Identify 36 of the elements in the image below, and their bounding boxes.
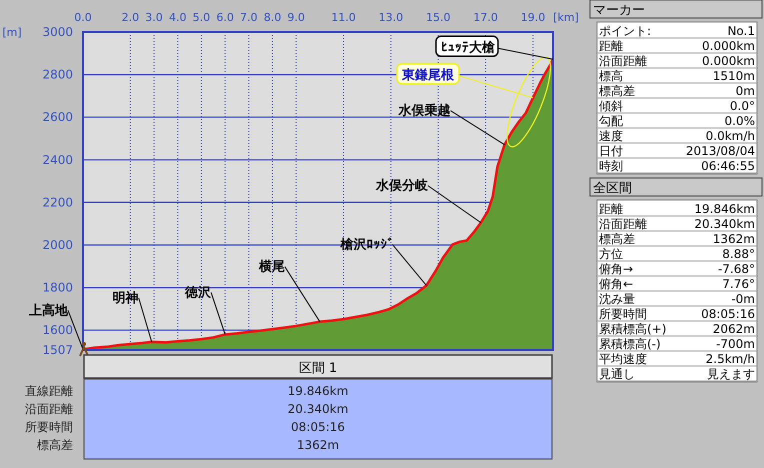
annotation: 東鎌尾根	[400, 68, 455, 83]
x-tick-label: 6.0	[216, 11, 234, 24]
x-tick-label: 8.0	[264, 11, 282, 24]
x-tick-label: 4.0	[168, 11, 186, 24]
y-tick-label: 3000	[42, 25, 73, 39]
x-tick-label: 9.0	[287, 11, 305, 24]
x-tick-label: 15.0	[426, 11, 450, 24]
y-axis-title: [m]	[2, 26, 22, 39]
x-tick-label: 17.0	[473, 11, 498, 24]
x-tick-label: 5.0	[192, 11, 210, 24]
x-axis-title: [km]	[553, 11, 579, 24]
x-tick-label: 11.0	[331, 11, 356, 24]
y-tick-label: 1507	[42, 343, 73, 357]
y-tick-label: 1800	[42, 280, 73, 295]
annotation: 上高地	[28, 302, 69, 318]
y-tick-label: 2000	[42, 238, 73, 252]
y-tick-label: 2400	[42, 152, 73, 167]
annotation: ﾋｭｯﾃ大槍	[441, 40, 496, 56]
x-tick-label: 7.0	[240, 11, 258, 24]
annotation: 水俣分岐	[374, 178, 429, 194]
annotation: 水俣乗越	[398, 102, 451, 119]
y-tick-label: 2200	[42, 195, 73, 210]
x-tick-label: 0.0	[74, 11, 92, 24]
summary-table: 全区間 距離 19.846km 沿面距離 20.340km 標高差 1362m 方位 8.88° 俯角→ -7.68° 俯角← 7.76° 沈み量 -0m 所要時間 08:05:16 累積標高(+) 2062m 累積標高(-) -700m 平均速度 2.5km/h 見通し 見えます	[590, 178, 762, 382]
x-tick-label: 3.0	[145, 11, 163, 24]
annotation: 徳沢	[184, 285, 212, 300]
x-tick-label: 13.0	[378, 11, 404, 24]
marker-table: マーカー ポイント: No.1 距離 0.000km 沿面距離 0.000km 標高 1510m 標高差 0m 傾斜 0.0° 勾配 0.0% 速度 0.0km/h 日付 2013/08/04 時刻 06:46:55	[590, 0, 762, 174]
x-tick-label: 19.0	[520, 11, 546, 24]
section-table: 区間 1 直線距離 19.846km 沿面距離 20.340km 所要時間 08:05:16 標高差 1362m	[25, 354, 553, 460]
y-tick-label: 2800	[42, 68, 73, 82]
y-tick-label: 2600	[42, 110, 73, 124]
annotation: 明神	[112, 290, 139, 306]
y-tick-label: 1600	[42, 323, 73, 338]
x-tick-label: 2.0	[122, 11, 140, 24]
annotation: 横尾	[258, 260, 285, 275]
